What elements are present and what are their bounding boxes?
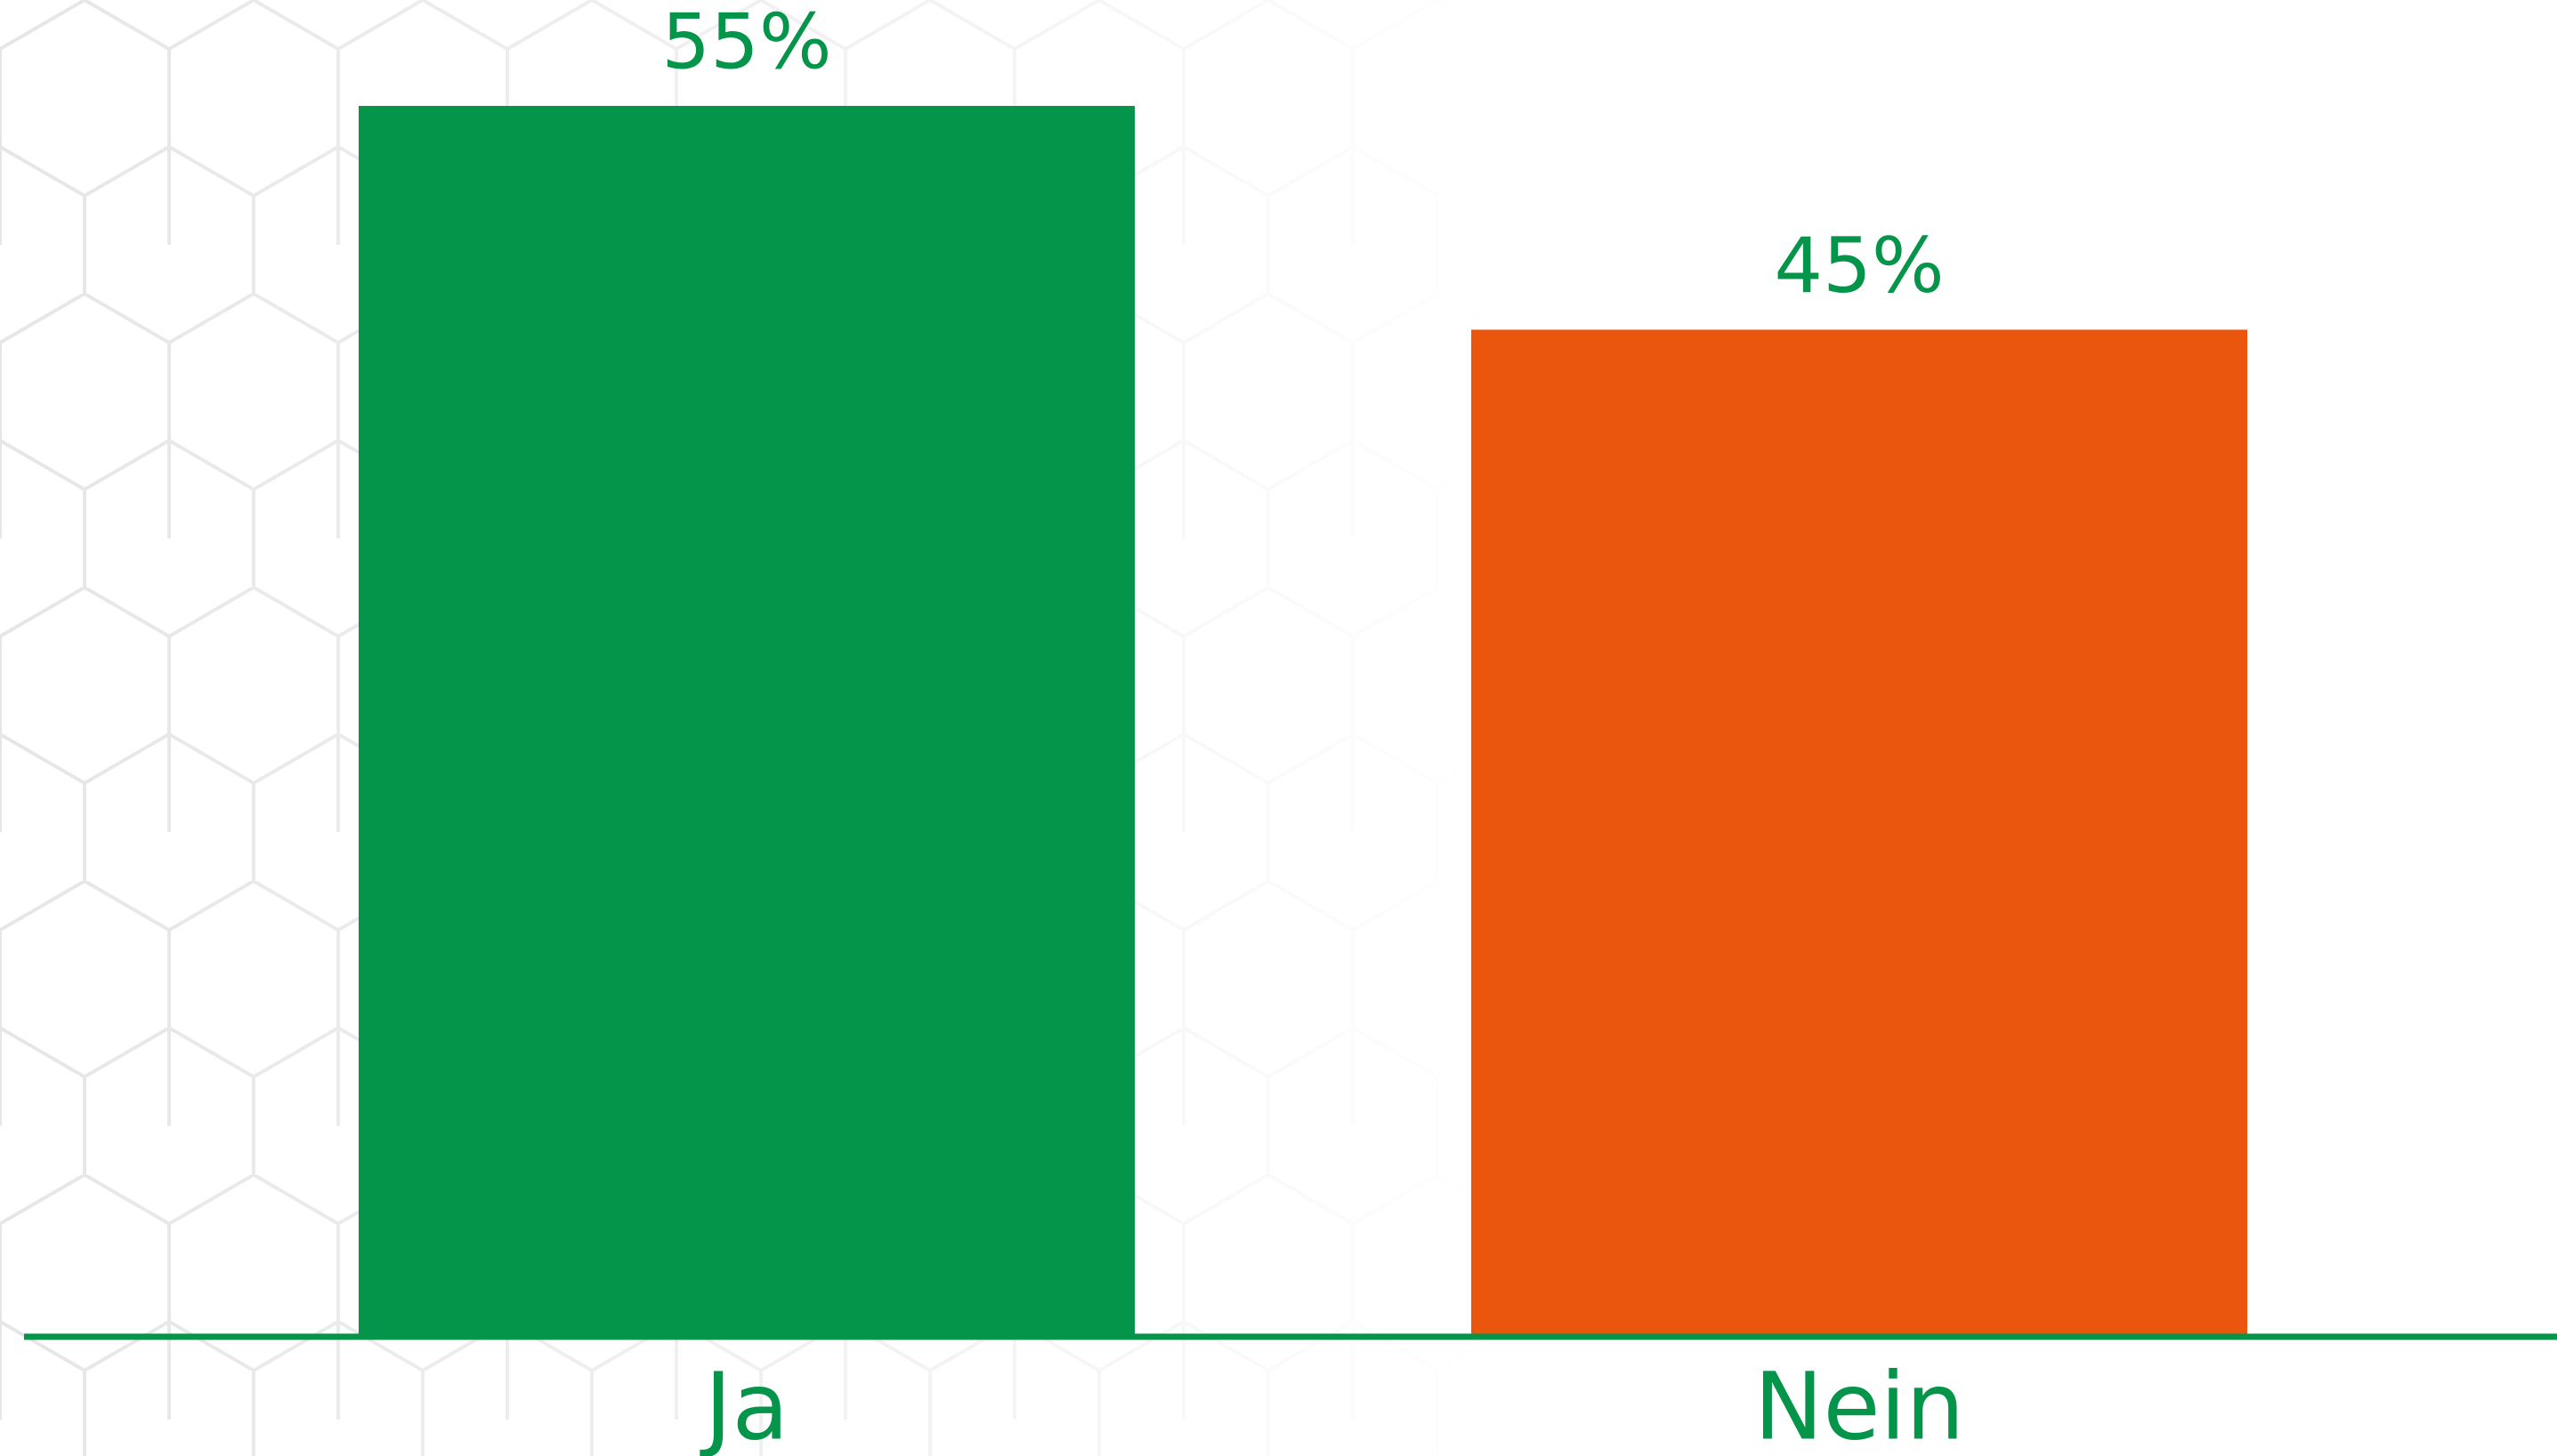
bar — [359, 106, 1135, 1337]
plot: 55% Ja 45% Nein — [24, 0, 2557, 1456]
bar — [1471, 329, 2247, 1337]
x-tick-label: Ja — [700, 1352, 789, 1456]
value-label: 55% — [661, 0, 831, 86]
x-tick-label: Nein — [1754, 1352, 1965, 1456]
value-label: 45% — [1774, 222, 1944, 311]
